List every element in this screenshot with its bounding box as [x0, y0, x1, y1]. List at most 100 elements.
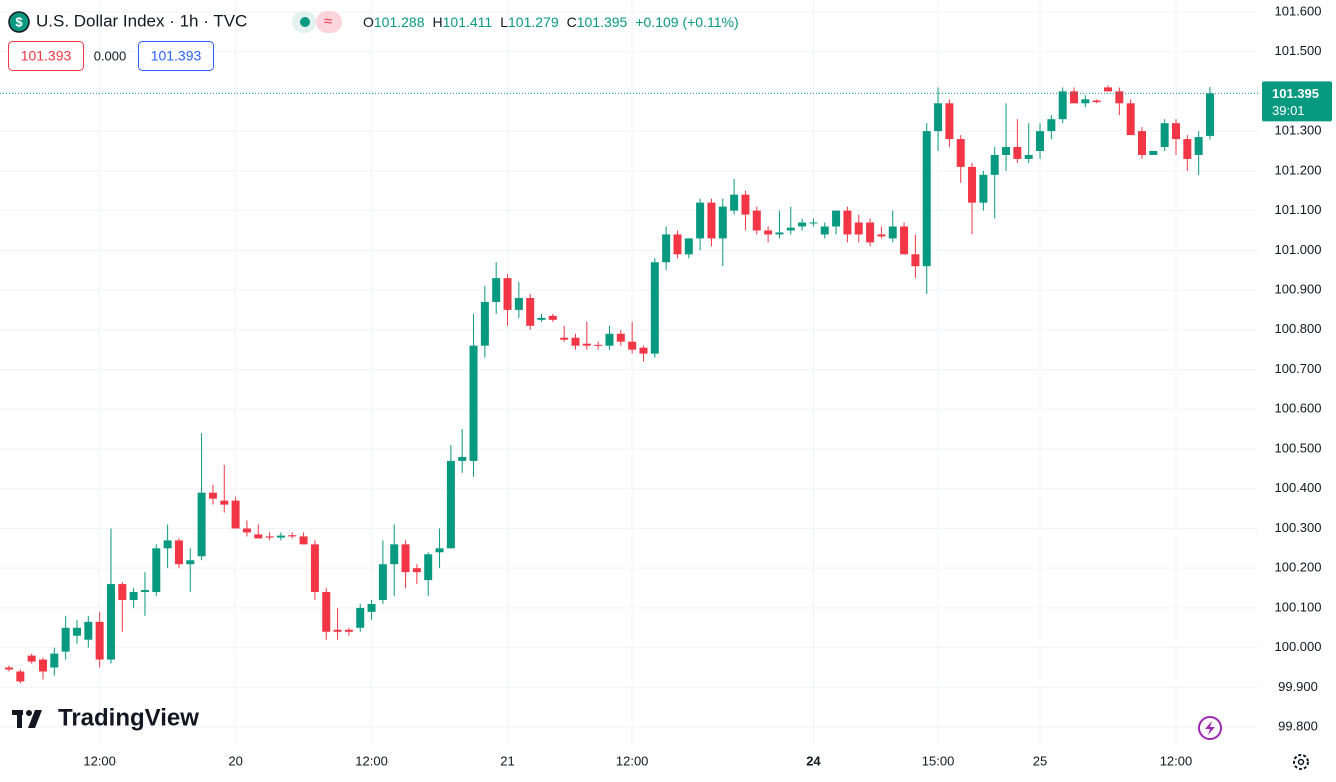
candle-body	[390, 544, 399, 565]
candle-body	[945, 103, 954, 140]
candle-body	[1194, 137, 1203, 155]
y-tick-label: 101.600	[1275, 3, 1322, 18]
x-tick-label: 25	[1033, 753, 1047, 768]
toggle-right[interactable]	[316, 11, 342, 33]
candle-body	[1058, 91, 1067, 120]
candle-body	[741, 194, 750, 215]
candle-body	[412, 568, 421, 573]
candle-body	[605, 333, 614, 346]
candle-body	[95, 621, 104, 660]
candle-body	[922, 131, 931, 267]
grid	[0, 0, 1258, 745]
candle-body	[877, 234, 886, 237]
candle-body	[480, 301, 489, 346]
y-tick-label: 101.500	[1275, 43, 1322, 58]
candle-body	[820, 226, 829, 235]
ohlc-label: C	[567, 14, 577, 30]
candle-body	[458, 456, 467, 461]
price-tag-countdown: 39:01	[1272, 103, 1305, 118]
candle-body	[707, 202, 716, 239]
candle-body	[571, 337, 580, 346]
candle-body	[186, 560, 195, 565]
candle-body	[911, 254, 920, 267]
candle-body	[163, 540, 172, 549]
candle-body	[344, 629, 353, 632]
sell-button[interactable]	[8, 41, 84, 71]
toggle-icon: ≈	[324, 13, 332, 30]
y-tick-label: 100.100	[1275, 599, 1322, 614]
x-tick-label: 15:00	[922, 753, 955, 768]
x-tick-label: 12:00	[83, 753, 116, 768]
candle-body	[310, 544, 319, 593]
candle-body	[401, 544, 410, 573]
settings-core	[1297, 758, 1305, 766]
candle-body	[616, 333, 625, 342]
candle-body	[140, 590, 149, 593]
ohlc-label: O	[363, 14, 374, 30]
chart-title[interactable]: U.S. Dollar Index · 1h · TVC	[36, 11, 247, 30]
candle-body	[197, 492, 206, 557]
candle-body	[367, 603, 376, 612]
candle-body	[990, 154, 999, 175]
candle-body	[1149, 150, 1158, 155]
candle-body	[1047, 119, 1056, 132]
candle-body	[492, 278, 501, 302]
candle-body	[333, 629, 342, 632]
candle-body	[1002, 147, 1011, 155]
candle-body	[526, 298, 535, 326]
candle-body	[673, 234, 682, 255]
candle-body	[322, 592, 331, 632]
candle-body	[1092, 100, 1101, 103]
candle-body	[16, 671, 25, 682]
ohlc-label: H	[433, 14, 443, 30]
y-tick-label: 100.300	[1275, 520, 1322, 535]
y-tick-label: 100.900	[1275, 281, 1322, 296]
candle-body	[1024, 154, 1033, 159]
x-tick-label: 21	[500, 753, 514, 768]
x-tick-label: 12:00	[355, 753, 388, 768]
candle-body	[129, 592, 138, 600]
ohlc-value: 101.395	[577, 14, 628, 30]
candle-body	[469, 345, 478, 461]
candle-body	[1183, 139, 1192, 159]
candle-body	[752, 210, 761, 231]
candle-body	[356, 607, 365, 628]
price-tag-value: 101.395	[1272, 86, 1319, 101]
settings-icon[interactable]	[1293, 754, 1309, 770]
candle-body	[514, 298, 523, 310]
price-tag	[1262, 81, 1332, 122]
y-tick-label: 100.700	[1275, 361, 1322, 376]
candle-body	[979, 174, 988, 203]
candle-body	[152, 548, 161, 593]
candle-body	[832, 210, 841, 227]
ohlc-value: 101.279	[508, 14, 559, 30]
candle-body	[276, 535, 285, 538]
candle-body	[50, 653, 59, 668]
candle-body	[900, 226, 909, 255]
candle-body	[854, 222, 863, 235]
candle-body	[843, 210, 852, 235]
candle-body	[1138, 131, 1146, 155]
candle-body	[888, 226, 897, 239]
candle-body	[254, 534, 263, 539]
candle-body	[27, 655, 36, 662]
x-tick-label: 12:00	[616, 753, 649, 768]
candle-body	[118, 584, 127, 600]
logo-part	[26, 710, 32, 716]
candle-body	[786, 227, 795, 231]
candles	[5, 85, 1214, 684]
logo-part	[17, 710, 22, 728]
candle-body	[684, 238, 693, 255]
buy-button[interactable]	[138, 41, 214, 71]
candle-body	[174, 540, 183, 565]
candle-body	[61, 627, 70, 652]
candle-body	[288, 535, 297, 537]
y-tick-label: 101.000	[1275, 242, 1322, 257]
brand[interactable]: TradingView	[58, 704, 199, 731]
candle-body	[1013, 147, 1022, 159]
candle-body	[231, 500, 240, 529]
candle-body	[775, 232, 784, 235]
candle-body	[265, 536, 274, 538]
